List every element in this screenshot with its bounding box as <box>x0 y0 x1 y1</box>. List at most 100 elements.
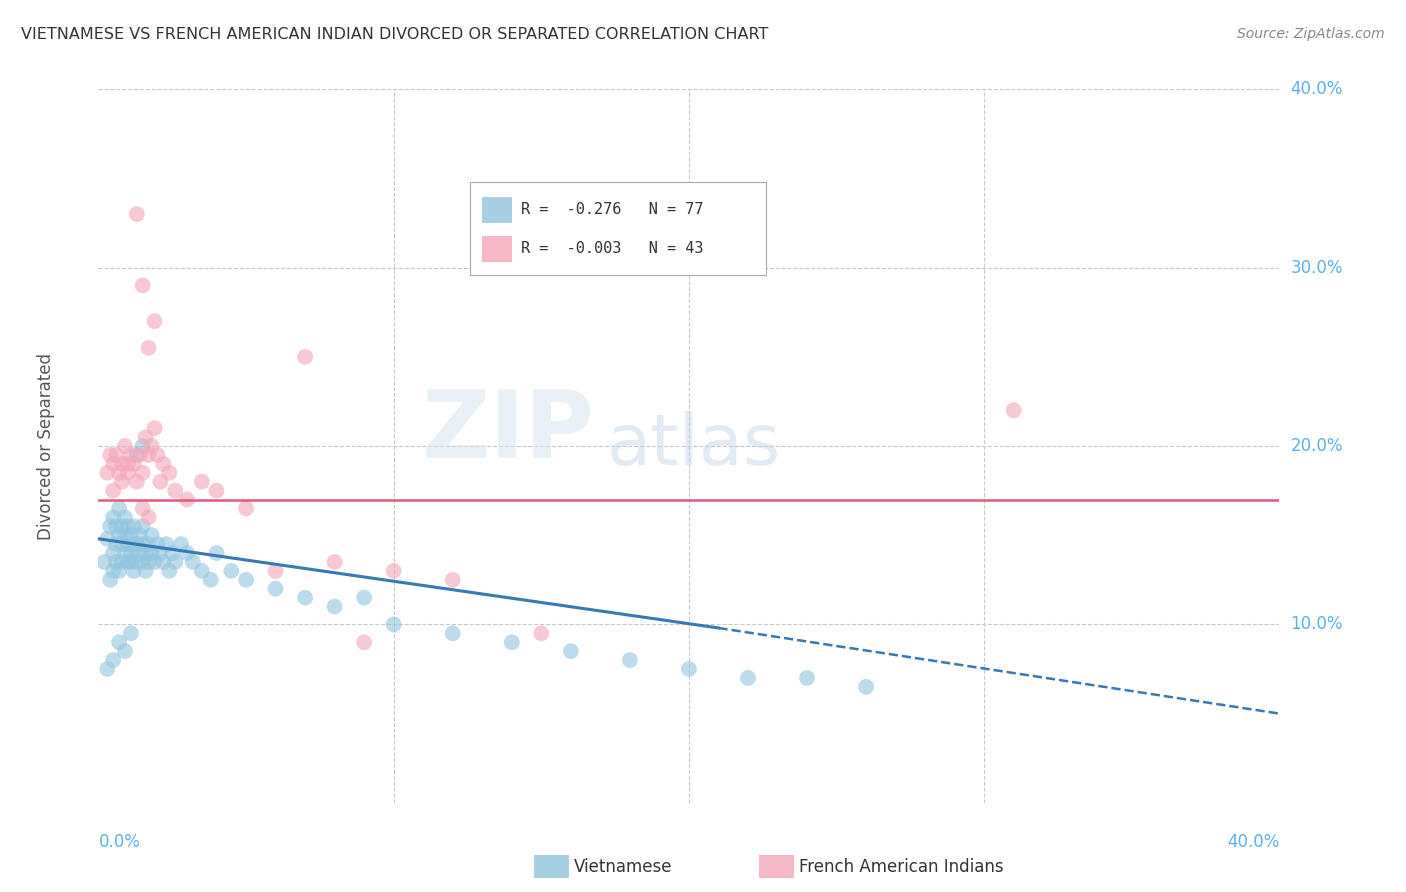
Text: Vietnamese: Vietnamese <box>574 858 672 876</box>
Point <box>141 546 163 560</box>
Point <box>176 546 198 560</box>
Point <box>111 457 134 471</box>
Point <box>530 626 553 640</box>
Point <box>382 617 405 632</box>
Text: 20.0%: 20.0% <box>1291 437 1343 455</box>
Point <box>181 555 204 569</box>
Point <box>98 573 121 587</box>
Point <box>96 532 118 546</box>
Point <box>114 546 136 560</box>
Point <box>191 564 214 578</box>
Point <box>132 466 155 480</box>
Point <box>96 662 118 676</box>
Point <box>125 207 148 221</box>
Point <box>105 448 128 462</box>
Point <box>120 626 142 640</box>
Point <box>93 555 115 569</box>
Point <box>122 519 145 533</box>
Point <box>120 448 142 462</box>
Point <box>128 528 150 542</box>
Point <box>125 537 148 551</box>
Point <box>796 671 818 685</box>
Point <box>111 537 134 551</box>
Point <box>117 555 139 569</box>
Point <box>125 555 148 569</box>
Point <box>146 448 169 462</box>
Point <box>157 466 180 480</box>
Point <box>138 555 160 569</box>
Point <box>114 439 136 453</box>
Point <box>111 475 134 489</box>
Point <box>120 555 142 569</box>
Point <box>191 475 214 489</box>
Point <box>132 501 155 516</box>
Point <box>143 314 166 328</box>
Point <box>135 430 157 444</box>
Point <box>114 510 136 524</box>
Text: 0.0%: 0.0% <box>98 833 141 851</box>
Point <box>138 510 160 524</box>
Point <box>117 519 139 533</box>
Point <box>103 483 125 498</box>
Point <box>235 573 257 587</box>
Point <box>155 537 177 551</box>
Text: Divorced or Separated: Divorced or Separated <box>37 352 55 540</box>
Point <box>108 635 131 649</box>
Text: French American Indians: French American Indians <box>799 858 1004 876</box>
Point <box>143 421 166 435</box>
Point <box>117 457 139 471</box>
Point <box>132 519 155 533</box>
Point <box>125 448 148 462</box>
Point <box>219 564 242 578</box>
FancyBboxPatch shape <box>471 182 766 275</box>
Point <box>132 439 155 453</box>
Point <box>141 528 163 542</box>
Point <box>103 510 125 524</box>
Point <box>205 546 228 560</box>
Text: 10.0%: 10.0% <box>1291 615 1343 633</box>
Point <box>132 278 155 293</box>
Point <box>323 599 346 614</box>
Point <box>135 564 157 578</box>
Point <box>165 483 187 498</box>
Point <box>138 537 160 551</box>
Text: 40.0%: 40.0% <box>1291 80 1343 98</box>
Point <box>176 492 198 507</box>
Point <box>103 457 125 471</box>
Point <box>619 653 641 667</box>
Point <box>264 564 287 578</box>
Point <box>149 546 172 560</box>
Point <box>855 680 877 694</box>
Point <box>117 537 139 551</box>
Text: 40.0%: 40.0% <box>1227 833 1279 851</box>
Point <box>120 546 142 560</box>
Point <box>149 475 172 489</box>
Point <box>98 448 121 462</box>
Point <box>353 591 375 605</box>
Point <box>128 546 150 560</box>
Point <box>170 537 193 551</box>
Point <box>294 350 316 364</box>
Point <box>560 644 582 658</box>
Point <box>264 582 287 596</box>
Point <box>108 528 131 542</box>
Point <box>103 564 125 578</box>
Text: R =  -0.003   N = 43: R = -0.003 N = 43 <box>522 241 704 256</box>
Point <box>105 555 128 569</box>
Point <box>678 662 700 676</box>
Point <box>165 555 187 569</box>
Point <box>128 448 150 462</box>
Point <box>382 564 405 578</box>
Point <box>105 537 128 551</box>
Point <box>138 448 160 462</box>
Point <box>122 457 145 471</box>
Point <box>205 483 228 498</box>
Point <box>152 555 174 569</box>
Point <box>108 564 131 578</box>
Point <box>143 555 166 569</box>
Text: 30.0%: 30.0% <box>1291 259 1343 277</box>
Point <box>117 466 139 480</box>
Point <box>108 501 131 516</box>
Point <box>152 457 174 471</box>
Point <box>132 555 155 569</box>
